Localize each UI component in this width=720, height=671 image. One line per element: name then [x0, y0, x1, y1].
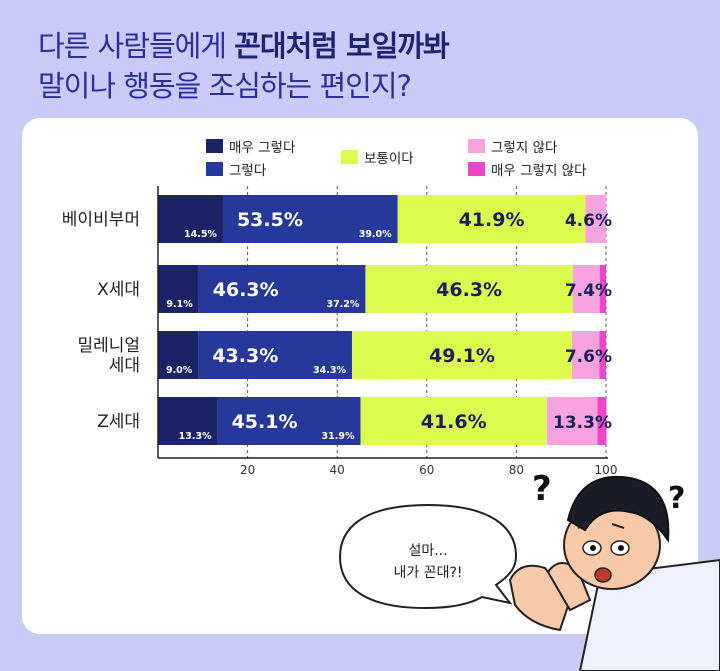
data-label-disagree-total: 7.4%	[565, 281, 612, 301]
legend-label: 매우 그렇지 않다	[491, 163, 587, 179]
data-label-agree: 37.2%	[326, 299, 359, 310]
title-line2: 말이나 행동을 조심하는 편인지?	[38, 69, 412, 103]
bar-segment	[585, 195, 606, 243]
category-label: 세대	[109, 356, 140, 376]
legend-label: 그렇다	[229, 163, 267, 179]
legend-swatch	[468, 162, 485, 176]
bar-segment	[546, 397, 598, 445]
legend-label: 그렇지 않다	[491, 140, 558, 156]
data-label-agree-total: 46.3%	[213, 279, 279, 301]
speech-line-1: 설마...	[408, 543, 448, 559]
category-label: Z세대	[97, 412, 140, 432]
bar-segment	[158, 331, 199, 379]
legend-item-disagree: 그렇지 않다	[468, 136, 557, 156]
bar-segment	[158, 265, 199, 313]
data-label-very-agree: 9.1%	[166, 299, 193, 310]
data-label-neutral: 41.6%	[421, 411, 487, 433]
data-label-agree: 34.3%	[313, 365, 346, 376]
bar-segment	[351, 331, 572, 379]
bar-segment	[365, 265, 573, 313]
title-highlight: 꼰대처럼 보일까봐	[234, 29, 450, 63]
legend-label: 보통이다	[364, 151, 414, 167]
bar-segment	[597, 397, 607, 445]
data-label-disagree-total: 13.3%	[553, 413, 612, 433]
bar-segment	[222, 195, 398, 243]
title-prefix: 다른 사람들에게	[38, 29, 235, 63]
data-label-neutral: 46.3%	[436, 279, 502, 301]
data-label-disagree-total: 7.6%	[565, 347, 612, 367]
data-label-agree: 31.9%	[322, 431, 355, 442]
category-label: 밀레니얼	[77, 336, 140, 356]
legend-item-very-agree: 매우 그렇다	[206, 136, 295, 156]
data-label-agree-total: 45.1%	[232, 411, 298, 433]
legend-item-very-disagree: 매우 그렇지 않다	[468, 159, 587, 179]
x-tick-label: 20	[240, 463, 255, 477]
data-label-very-agree: 14.5%	[184, 229, 217, 240]
data-label-disagree-total: 4.6%	[565, 211, 612, 231]
data-label-very-agree: 9.0%	[166, 365, 193, 376]
legend-swatch	[341, 150, 358, 164]
category-label: X세대	[97, 280, 140, 300]
bar-segment	[360, 397, 547, 445]
data-label-agree-total: 43.3%	[212, 345, 278, 367]
bar-segment	[599, 265, 606, 313]
legend-swatch	[206, 139, 223, 153]
bar-segment	[158, 195, 223, 243]
bar-segment	[599, 331, 606, 379]
x-tick-label: 60	[419, 463, 434, 477]
bar-segment	[198, 265, 366, 313]
legend-swatch	[206, 162, 223, 176]
data-label-very-agree: 13.3%	[179, 431, 212, 442]
data-label-agree: 39.0%	[359, 229, 392, 240]
legend-label: 매우 그렇다	[229, 140, 296, 156]
data-label-neutral: 41.9%	[459, 209, 525, 231]
legend-swatch	[468, 139, 485, 153]
x-tick-label: 100	[595, 463, 618, 477]
bar-segment	[571, 331, 600, 379]
chart-title: 다른 사람들에게 꼰대처럼 보일까봐 말이나 행동을 조심하는 편인지?	[38, 26, 698, 106]
speech-line-2: 내가 꼰대?!	[393, 565, 463, 581]
bar-segment	[397, 195, 586, 243]
data-label-agree-total: 53.5%	[237, 209, 303, 231]
bar-segment	[158, 397, 218, 445]
bar-segment	[198, 331, 352, 379]
category-label: 베이비부머	[62, 210, 140, 230]
data-label-neutral: 49.1%	[429, 345, 495, 367]
speech-bubble-text: 설마... 내가 꼰대?!	[378, 540, 478, 584]
bar-segment	[217, 397, 361, 445]
x-tick-label: 40	[330, 463, 345, 477]
legend-item-neutral: 보통이다	[341, 147, 414, 167]
x-tick-label: 80	[509, 463, 524, 477]
legend-item-agree: 그렇다	[206, 159, 266, 179]
bar-segment	[572, 265, 600, 313]
